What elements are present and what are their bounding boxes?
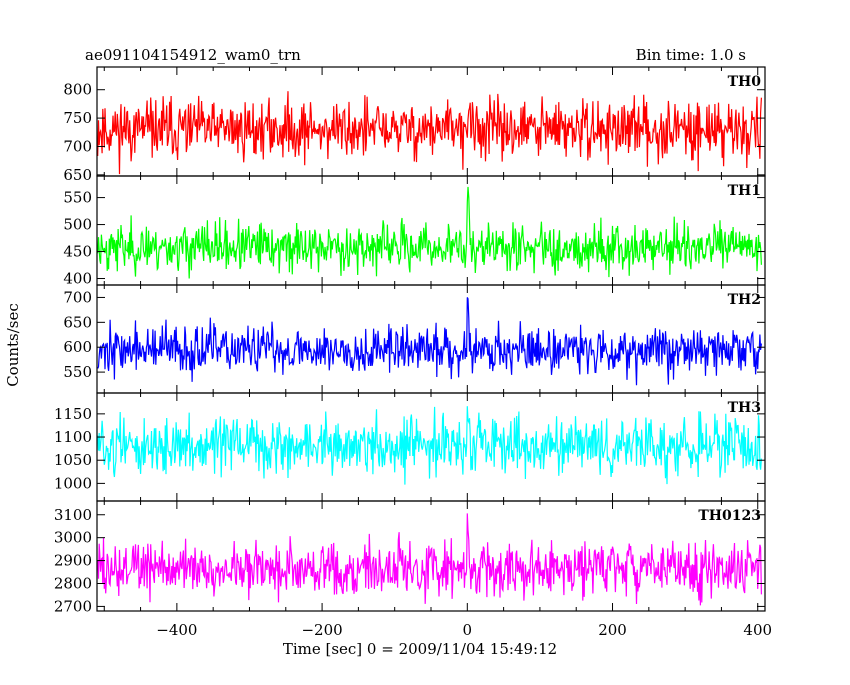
- y-tick-label: 3000: [54, 529, 92, 547]
- panel-frame: [96, 500, 766, 612]
- x-tick-label: 200: [598, 621, 627, 639]
- y-tick-label: 2800: [54, 575, 92, 593]
- x-tick-label: 400: [743, 621, 772, 639]
- x-tick-label: −400: [156, 621, 197, 639]
- y-tick-label: 1100: [54, 428, 92, 446]
- y-tick-label: 500: [63, 216, 92, 234]
- chart-title: ae091104154912_wam0_trn: [85, 46, 301, 64]
- series-line-th0: [97, 91, 762, 175]
- y-tick-label: 650: [63, 166, 92, 184]
- panel-th0: 650 700 750 800 TH0: [63, 66, 766, 184]
- panel-label: TH2: [728, 292, 761, 308]
- panel-frame: [96, 175, 766, 286]
- x-axis-title: Time [sec] 0 = 2009/11/04 15:49:12: [283, 640, 557, 658]
- series-line-th3: [97, 406, 762, 485]
- y-tick-label: 550: [63, 363, 92, 381]
- y-tick-label: 2700: [54, 597, 92, 615]
- panel-label: TH1: [728, 183, 761, 199]
- y-tick-label: 750: [63, 109, 92, 127]
- panels-group: 650 700 750 800 TH0 400 450 500 550 TH1 550 600 650 7…: [54, 66, 772, 639]
- y-tick-label: 400: [63, 270, 92, 288]
- panel-th1: 400 450 500 550 TH1: [63, 175, 766, 288]
- panel-th3: 1000 1050 1100 1150 TH3: [54, 392, 766, 502]
- series-line-th1: [97, 186, 762, 279]
- y-tick-label: 1050: [54, 451, 92, 469]
- y-tick-label: 700: [63, 288, 92, 306]
- panel-label: TH0: [728, 74, 762, 90]
- y-tick-label: 450: [63, 243, 92, 261]
- y-tick-label: 700: [63, 137, 92, 155]
- y-tick-label: 800: [63, 81, 92, 99]
- y-tick-label: 600: [63, 338, 92, 356]
- y-tick-label: 3100: [54, 506, 92, 524]
- y-tick-label: 550: [63, 189, 92, 207]
- panel-th0123: 2700 2800 2900 3000 3100 TH0123: [54, 500, 766, 615]
- y-tick-label: 2900: [54, 552, 92, 570]
- panel-label: TH3: [728, 400, 761, 416]
- x-tick-label: −200: [301, 621, 342, 639]
- y-axis-title: Counts/sec: [4, 303, 22, 387]
- x-tick-label: 0: [463, 621, 473, 639]
- series-line-th2: [97, 297, 762, 386]
- panel-th2: 550 600 650 700 TH2: [63, 284, 766, 394]
- panel-label: TH0123: [698, 508, 761, 524]
- series-line-th0123: [97, 513, 762, 606]
- y-tick-label: 650: [63, 313, 92, 331]
- bin-time-label: Bin time: 1.0 s: [636, 46, 746, 64]
- y-tick-label: 1000: [54, 474, 92, 492]
- y-tick-label: 1150: [54, 405, 92, 423]
